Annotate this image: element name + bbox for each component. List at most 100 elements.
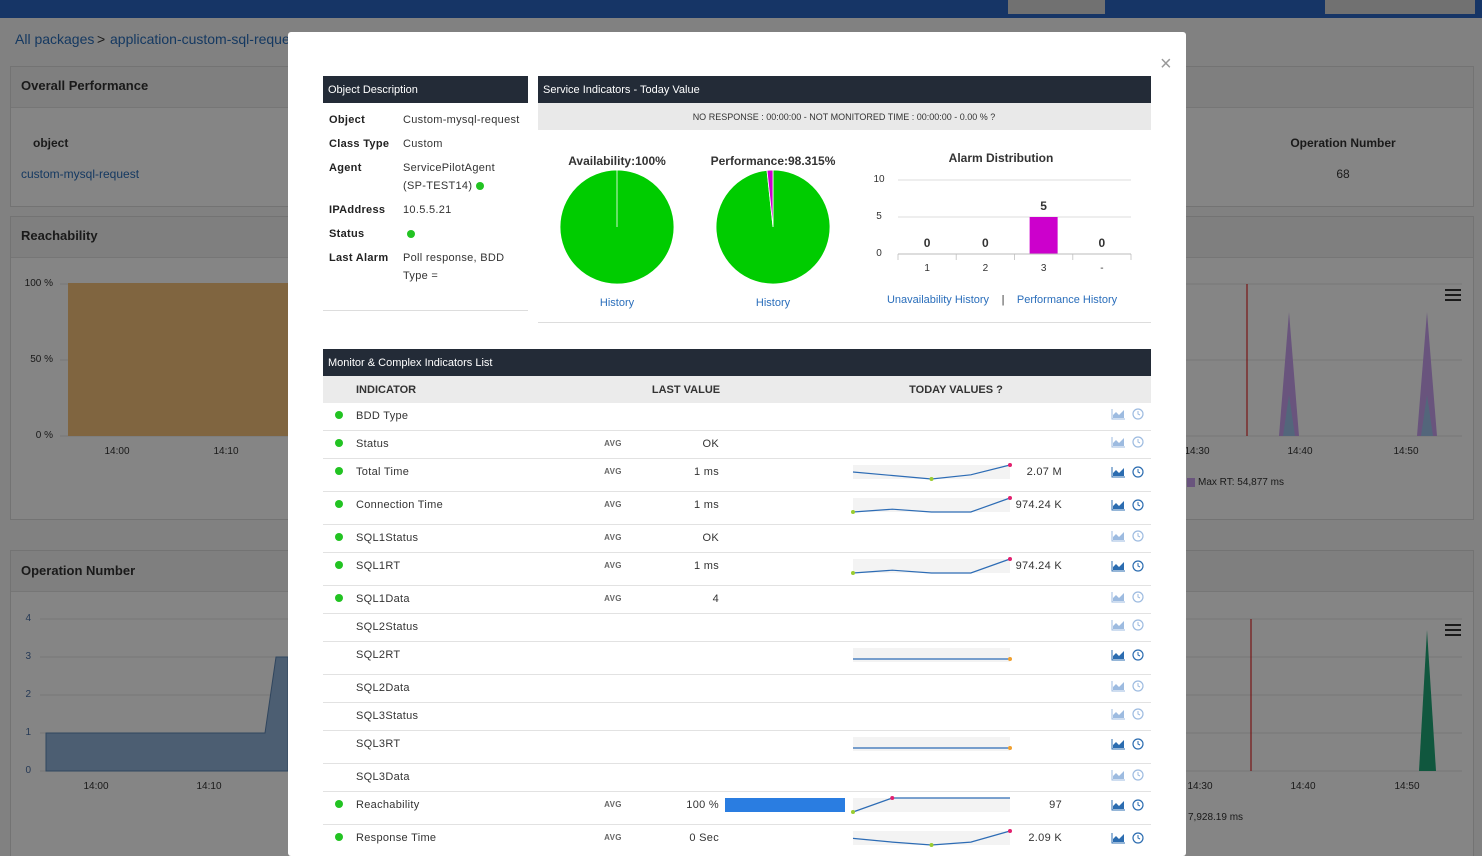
top-tab[interactable] [1008, 0, 1105, 14]
actions-cell [1062, 674, 1151, 703]
data-label: 5 [1040, 199, 1047, 213]
legend-label: 7,928.19 ms [1188, 812, 1244, 823]
chart-icon[interactable] [1111, 769, 1125, 780]
chart-icon[interactable] [1111, 591, 1125, 602]
row-actions [1111, 590, 1144, 603]
indicator-row[interactable]: Connection Time AVG 1 ms 974.24 K [323, 491, 1151, 525]
indicator-row[interactable]: BDD Type [323, 403, 1151, 431]
description-row: IPAddress 10.5.5.21 [323, 198, 528, 222]
chart-icon-axes [1111, 833, 1125, 844]
history-icon[interactable] [1132, 618, 1144, 631]
indicator-row[interactable]: SQL3Data [323, 763, 1151, 792]
bar-cell [722, 613, 848, 642]
clock-hands [1137, 502, 1141, 507]
aggregate-label: AVG [604, 594, 622, 603]
history-icon[interactable] [1132, 590, 1144, 603]
last-marker [1008, 746, 1012, 750]
today-value [1015, 763, 1062, 792]
chart-icon[interactable] [1111, 561, 1125, 572]
indicator-row[interactable]: SQL3Status [323, 702, 1151, 731]
close-button[interactable]: × [1160, 53, 1172, 75]
indicator-row[interactable]: SQL2Status [323, 613, 1151, 642]
chart-icon[interactable] [1111, 833, 1125, 844]
top-tab[interactable] [1325, 0, 1475, 14]
indicator-row[interactable]: SQL2RT [323, 641, 1151, 675]
history-link[interactable]: History [599, 297, 635, 309]
history-icon[interactable] [1132, 649, 1144, 661]
indicator-row[interactable]: SQL3RT [323, 730, 1151, 764]
history-link[interactable]: History [755, 297, 791, 309]
trend-cell [848, 791, 1015, 825]
max-marker [1008, 829, 1012, 833]
status-dot [335, 467, 343, 476]
status-dot [335, 500, 343, 509]
chart-menu[interactable] [1445, 624, 1461, 636]
indicator-row[interactable]: SQL1Data AVG 4 [323, 585, 1151, 614]
min-marker [851, 510, 855, 514]
clock-face [1132, 407, 1144, 420]
breadcrumb-link[interactable]: application-custom-sql-request [110, 31, 301, 47]
sparkline [853, 737, 1012, 751]
clock-hands [1137, 621, 1141, 626]
indicator-row[interactable]: Total Time AVG 1 ms 2.07 M [323, 458, 1151, 492]
history-icon[interactable] [1132, 466, 1144, 478]
chart-icon[interactable] [1111, 739, 1125, 750]
value-bar [725, 798, 845, 812]
chart-menu[interactable] [1445, 289, 1461, 301]
chart-icon[interactable] [1111, 800, 1125, 811]
breadcrumb-link[interactable]: All packages [15, 31, 95, 47]
history-icon[interactable] [1132, 679, 1144, 692]
chart-icon[interactable] [1111, 530, 1125, 541]
history-icon[interactable] [1132, 799, 1144, 811]
indicator-row[interactable]: SQL1RT AVG 1 ms 974.24 K [323, 552, 1151, 586]
history-icon[interactable] [1132, 707, 1144, 720]
chart-icon[interactable] [1111, 408, 1125, 419]
row-actions [1111, 738, 1144, 750]
indicator-row[interactable]: Reachability AVG 100 % 97 [323, 791, 1151, 825]
row-actions [1111, 649, 1144, 661]
indicator-row[interactable]: Status AVG OK [323, 430, 1151, 459]
object-link[interactable]: custom-mysql-request [21, 167, 140, 181]
aggregate [600, 702, 626, 731]
chart-icon[interactable] [1111, 708, 1125, 719]
history-link[interactable]: Performance History [1016, 294, 1118, 306]
today-value-text: 974.24 K [1015, 499, 1062, 511]
x-tick-label: 14:10 [196, 781, 222, 792]
chart-icon[interactable] [1111, 650, 1125, 661]
chart-icon[interactable] [1111, 680, 1125, 691]
clock-face [1132, 499, 1144, 511]
history-icon[interactable] [1132, 738, 1144, 750]
chart-icon-axes [1111, 436, 1125, 447]
history-icon[interactable] [1132, 407, 1144, 420]
actions-cell [1062, 613, 1151, 642]
history-icon[interactable] [1132, 435, 1144, 448]
section-header [323, 349, 1151, 376]
x-tick-label: 14:40 [1287, 446, 1313, 457]
history-link[interactable]: Unavailability History [886, 294, 990, 306]
history-icon[interactable] [1132, 529, 1144, 542]
indicator-row[interactable]: SQL1Status AVG OK [323, 524, 1151, 553]
actions-cell [1062, 791, 1151, 825]
last-value [626, 674, 722, 703]
chart-icon[interactable] [1111, 500, 1125, 511]
status-dot [335, 533, 343, 542]
history-icon[interactable] [1132, 832, 1144, 844]
last-value: 1 ms [626, 552, 722, 586]
history-icon[interactable] [1132, 768, 1144, 781]
status-cell [323, 524, 356, 553]
chart-icon[interactable] [1111, 467, 1125, 478]
last-value-text: 0 Sec [689, 832, 719, 844]
aggregate [600, 730, 626, 764]
indicator-row[interactable]: Response Time AVG 0 Sec 2.09 K [323, 824, 1151, 856]
last-value-text: OK [702, 532, 719, 544]
indicators-table: BDD Type Status AVG OK Total Time AVG 1 ms 2.07… [323, 403, 1151, 856]
chart-icon-axes [1111, 530, 1125, 541]
chart-icon[interactable] [1111, 619, 1125, 630]
today-value [1015, 730, 1062, 764]
description-value: ServicePilotAgent (SP-TEST14) [403, 156, 528, 198]
chart-icon[interactable] [1111, 436, 1125, 447]
history-icon[interactable] [1132, 499, 1144, 511]
bar-cell [722, 552, 848, 586]
indicator-row[interactable]: SQL2Data [323, 674, 1151, 703]
history-icon[interactable] [1132, 560, 1144, 572]
